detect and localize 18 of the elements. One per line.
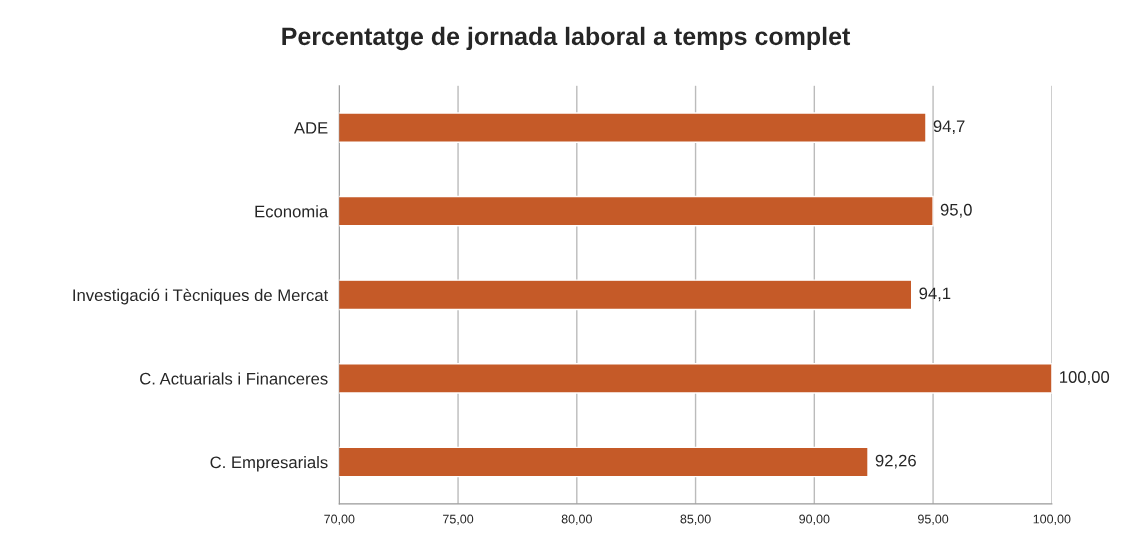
y-tick-label: Economia xyxy=(255,205,329,218)
x-tick-label: 70,00 xyxy=(324,514,355,525)
y-tick-label: Investigació i Tècniques de Mercat xyxy=(73,288,329,305)
y-tick-label: ADE xyxy=(293,122,328,134)
x-tick-label: 80,00 xyxy=(561,514,592,525)
chart-title: Percentatge de jornada laboral a temps complet xyxy=(282,26,851,51)
x-tick-label: 75,00 xyxy=(443,514,474,525)
x-tick-label: 100,00 xyxy=(1033,514,1071,525)
data-label: 100,00 xyxy=(1060,371,1110,385)
x-tick-label: 90,00 xyxy=(799,514,830,525)
y-tick-label: C. Actuarials i Financeres xyxy=(140,372,328,385)
data-label: 95,0 xyxy=(940,203,972,218)
data-label: 94,1 xyxy=(919,287,951,302)
x-tick-label: 95,00 xyxy=(918,514,949,525)
data-label: 94,7 xyxy=(933,120,965,135)
y-tick-label: C. Empresarials xyxy=(210,455,328,472)
x-tick-label: 85,00 xyxy=(680,514,711,525)
data-label: 92,26 xyxy=(875,454,916,469)
